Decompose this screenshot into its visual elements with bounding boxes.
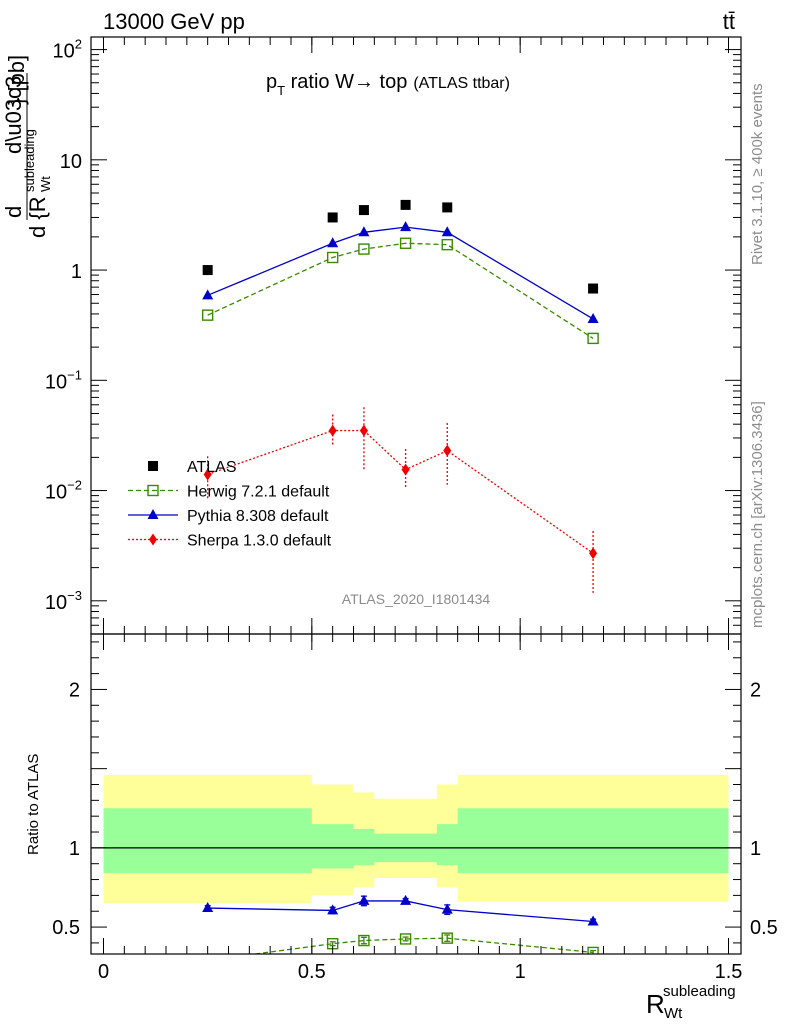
ratio-y-axis-label: Ratio to ATLAS [25,754,42,855]
main-y-axis-label: d d\u03c3 d {R Wt subleading } [pb] [1,55,53,238]
series-line-sherpa [207,429,594,554]
main-y-tick-label: 10−2 [45,478,82,504]
data-point-pythia [400,221,412,232]
ratio-x-tick-label: 1.5 [715,961,743,983]
analysis-id: ATLAS_2020_I1801434 [342,591,491,607]
ratio-point-pythia [441,903,453,914]
data-point-pythia [358,226,370,237]
svg-text:subleading: subleading [22,129,37,192]
legend-entry-sherpa: Sherpa 1.3.0 default [187,533,332,550]
legend-entry-pythia: Pythia 8.308 default [187,508,329,525]
main-y-tick-label: 1 [71,261,82,283]
ratio-point-pythia [587,915,599,926]
svg-text:R: R [646,989,665,1019]
data-point-data [400,199,411,210]
main-y-tick-label: 102 [53,37,82,63]
main-panel: 102 10 1 10−1 10−2 10−3 pT ratio W→ top (ATLAS… [1,36,742,635]
data-point-herwig [358,243,370,255]
stat-uncertainty-band [103,808,729,874]
data-point-herwig [399,237,412,249]
svg-text:d {R: d {R [25,196,50,238]
ratio-axis-ticks [91,634,741,954]
legend-entry-data: ATLAS [187,459,237,476]
ratio-point-pythia [202,902,214,913]
svg-text:Wt: Wt [664,1005,683,1022]
data-point-sherpa [328,424,337,437]
svg-text:d: d [1,206,26,218]
legend-marker-pythia [147,509,159,519]
ratio-uncertainty-bands [103,774,729,904]
data-point-herwig [201,309,214,321]
data-point-pythia [327,237,339,248]
mcplots-credit: mcplots.cern.ch [arXiv:1306.3436] [749,401,766,628]
legend: ATLAS Herwig 7.2.1 default Pythia 8.308 de… [128,459,332,550]
data-point-sherpa [359,424,368,437]
ratio-panel: 0.5 0.5 1 1 2 2 0 0.5 1 1.5 Ratio to ATLAS R Wt … [25,633,778,1022]
ratio-y-tick-labels: 0.5 0.5 1 1 2 2 [52,679,778,939]
ratio-x-tick-labels: 0 0.5 1 1.5 [98,961,742,983]
ratio-line-pythia [207,900,594,923]
legend-marker-herwig [147,484,159,497]
ratio-x-tick-label: 1 [515,961,526,983]
data-point-sherpa [443,444,452,457]
main-series-layer [201,199,599,593]
ratio-series-layer [202,894,599,965]
plot-title: pT ratio W→ top (ATLAS ttbar) [266,71,510,98]
main-y-tick-labels: 102 10 1 10−1 10−2 10−3 [45,37,82,614]
data-point-pythia [202,289,214,300]
ratio-y-tick-label-right: 1 [750,838,761,860]
ratio-point-herwig [358,934,370,947]
ratio-y-tick-label-left: 0.5 [52,917,80,939]
data-point-herwig [587,332,599,345]
legend-marker-data [148,461,158,471]
series-line-herwig [207,242,594,339]
data-point-sherpa [589,547,598,560]
data-point-data [202,265,213,276]
ratio-point-herwig [587,946,599,954]
data-point-data [358,205,369,216]
data-point-data [327,212,338,223]
ratio-frame [90,633,742,955]
ratio-x-tick-label: 0 [98,961,109,983]
main-y-tick-label: 10 [60,151,82,173]
main-y-tick-label: 10−3 [45,588,82,614]
ratio-y-tick-label-left: 2 [69,679,80,701]
data-point-data [442,202,453,213]
data-point-herwig [326,251,339,264]
ratio-y-tick-label-right: 2 [750,679,761,701]
data-point-pythia [441,226,453,237]
rivet-credit: Rivet 3.1.10, ≥ 400k events [749,83,766,265]
ratio-point-herwig [203,955,213,965]
ratio-point-pythia [358,894,370,905]
data-point-herwig [441,238,453,251]
main-y-tick-label: 10−1 [45,367,82,393]
data-point-sherpa [401,463,410,476]
ratio-point-pythia [400,894,412,905]
main-axis-ticks [91,37,741,635]
series-line-pythia [207,226,594,320]
channel-label: tt̄ [723,9,735,34]
ratio-y-tick-label-right: 0.5 [750,917,778,939]
ratio-point-herwig [441,932,453,944]
ratio-point-herwig [399,933,412,945]
data-point-sherpa [203,468,212,481]
ratio-x-tick-label: 0.5 [298,961,326,983]
svg-text:} [pb]: } [pb] [4,55,29,105]
legend-entry-herwig: Herwig 7.2.1 default [187,484,330,501]
data-point-pythia [587,312,599,323]
ratio-y-tick-label-left: 1 [69,838,80,860]
process-label: 13000 GeV pp [103,9,245,34]
svg-text:Wt: Wt [38,176,53,192]
svg-text:subleading: subleading [663,983,736,1000]
legend-marker-sherpa [149,533,157,546]
ratio-point-pythia [327,904,339,915]
ratio-x-axis-label: R Wt subleading [646,983,736,1022]
data-point-data [588,283,599,294]
svg-text:d\u03c3: d\u03c3 [1,76,26,154]
